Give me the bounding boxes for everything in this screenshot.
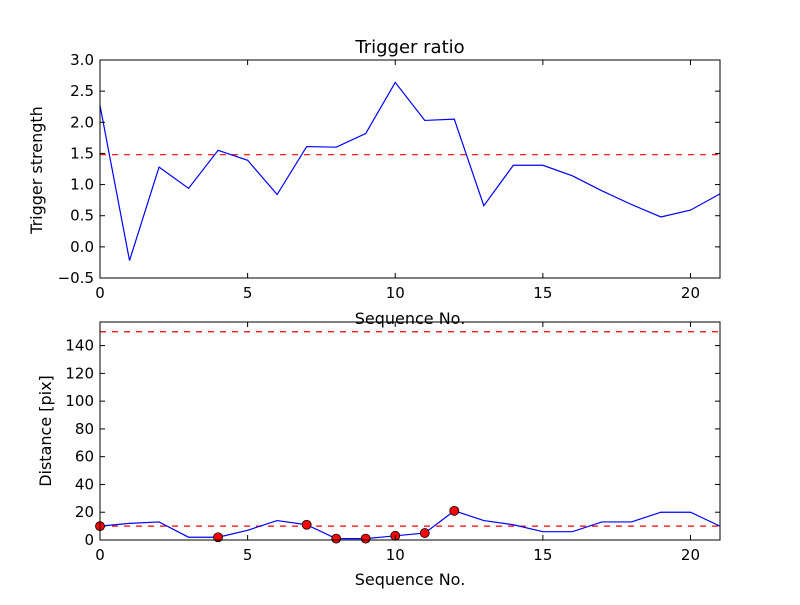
bottom-data-line xyxy=(99,510,721,540)
top-y-tick-label: 2.5 xyxy=(70,82,94,100)
top-x-tick-label: 15 xyxy=(533,284,552,302)
bottom-x-axis-label: Sequence No. xyxy=(355,570,466,589)
bottom-axes-frame xyxy=(99,321,721,541)
top-data-line xyxy=(99,81,721,261)
top-y-tick-label: 3.0 xyxy=(70,51,94,69)
bottom-y-tick-label: 60 xyxy=(75,448,94,466)
top-y-tick-label: 1.0 xyxy=(70,176,94,194)
top-plot-area: 0 5 10 15 20 −0.5 0.0 0.5 1.0 1.5 2.0 2.5 3.0 xyxy=(58,51,721,302)
bottom-data-marker xyxy=(331,533,342,544)
top-x-tick-label: 5 xyxy=(243,284,253,302)
bottom-x-tick-label: 5 xyxy=(243,546,253,564)
bottom-y-tick-label: 120 xyxy=(65,364,94,382)
bottom-y-tick-label: 40 xyxy=(75,475,94,493)
bottom-data-marker xyxy=(419,528,430,538)
top-y-tick-label: 2.0 xyxy=(70,113,94,131)
bottom-data-marker xyxy=(213,532,223,543)
top-y-tick-label: −0.5 xyxy=(58,269,94,287)
bottom-y-tick-label: 20 xyxy=(75,503,94,521)
top-x-axis-label: Sequence No. xyxy=(355,309,466,328)
bottom-y-tick-label: 140 xyxy=(65,337,94,355)
top-axes-frame xyxy=(99,59,721,279)
bottom-y-tick-label: 100 xyxy=(65,392,94,410)
bottom-x-tick-label: 20 xyxy=(681,546,700,564)
bottom-data-marker xyxy=(301,519,312,530)
top-x-tick-label: 0 xyxy=(95,284,105,302)
top-y-tick-label: 1.5 xyxy=(70,144,94,162)
bottom-data-marker xyxy=(360,533,371,544)
bottom-x-tick-label: 0 xyxy=(95,546,105,564)
bottom-x-tick-label: 10 xyxy=(386,546,405,564)
top-x-tick-label: 10 xyxy=(386,284,405,302)
top-y-axis-label: Trigger strength xyxy=(27,106,46,235)
top-panel: Trigger ratio 0 5 10 15 20 −0.5 0.0 0.5 1.0 1.5 2.… xyxy=(27,37,721,328)
top-y-tick-label: 0.5 xyxy=(70,207,94,225)
top-x-tick-label: 20 xyxy=(681,284,700,302)
top-y-tick-label: 0.0 xyxy=(70,238,94,256)
bottom-x-tick-label: 15 xyxy=(533,546,552,564)
top-title: Trigger ratio xyxy=(354,37,464,58)
bottom-y-tick-label: 0 xyxy=(84,531,94,549)
bottom-data-marker xyxy=(449,505,460,516)
bottom-plot-area: 0 5 10 15 20 0 20 40 60 80 100 120 140 xyxy=(65,321,721,564)
bottom-y-axis-label: Distance [pix] xyxy=(36,375,55,487)
bottom-y-tick-label: 80 xyxy=(75,420,94,438)
